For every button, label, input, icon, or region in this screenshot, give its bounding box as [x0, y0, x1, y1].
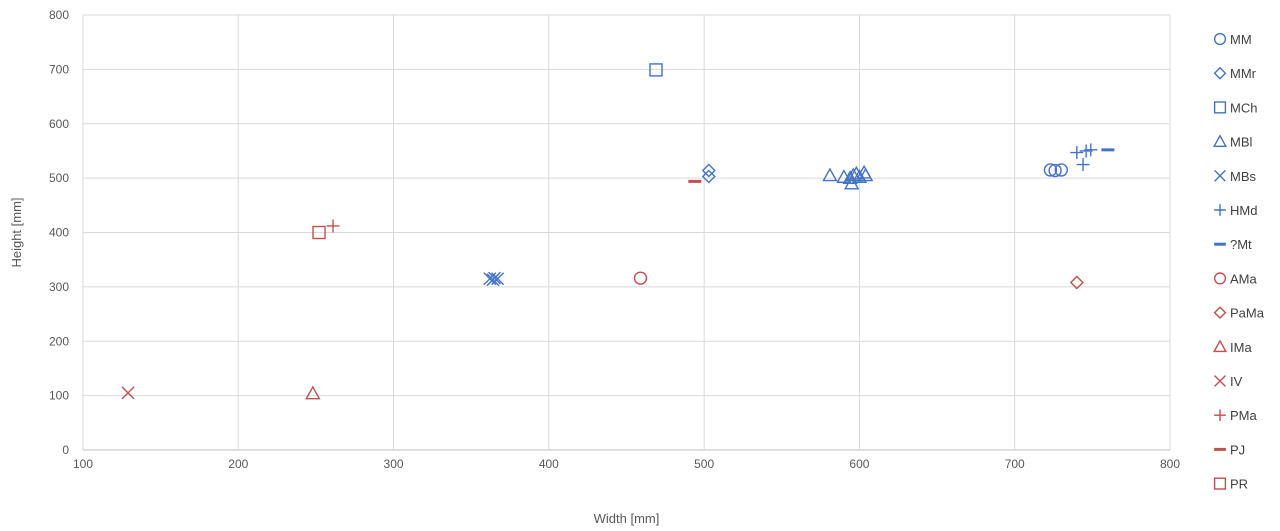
data-point [326, 219, 340, 233]
x-tick-label: 800 [1160, 457, 1180, 471]
x-tick-label: 700 [1005, 457, 1025, 471]
legend-label: PMa [1230, 408, 1258, 423]
data-point [1054, 163, 1069, 177]
y-tick-label: 100 [49, 389, 69, 403]
data-point [701, 169, 716, 184]
legend-label: MBl [1230, 135, 1253, 150]
legend-marker [1213, 306, 1227, 319]
data-point [1084, 143, 1098, 157]
data-point [491, 272, 505, 286]
legend-label: IMa [1230, 340, 1252, 355]
series-mm [1043, 163, 1069, 178]
legend-item: AMa [1213, 271, 1258, 286]
x-tick-label: 500 [694, 457, 714, 471]
series-pama [1069, 275, 1084, 290]
data-point [851, 169, 868, 183]
series-mbl [822, 164, 874, 190]
data-point [842, 170, 858, 185]
legend-marker [1213, 66, 1227, 80]
legend-marker [1213, 477, 1227, 490]
y-tick-label: 200 [49, 334, 69, 348]
data-point [305, 385, 321, 400]
legend-item: PR [1213, 477, 1248, 492]
legend-item: IV [1214, 374, 1243, 389]
legend-marker [1214, 409, 1226, 422]
series-mmr [701, 163, 716, 184]
legend-marker [1212, 339, 1228, 353]
data-point [1069, 275, 1084, 290]
y-axis-title: Height [mm] [9, 197, 24, 267]
data-point [1076, 158, 1090, 172]
legend-label: MMr [1230, 66, 1257, 81]
legend-item: PJ [1214, 442, 1245, 457]
legend-item: PMa [1214, 408, 1258, 423]
data-point [649, 63, 663, 77]
legend-item: ?Mt [1214, 237, 1252, 252]
legend-marker [1212, 134, 1228, 147]
data-point [1048, 163, 1062, 178]
legend-label: MCh [1230, 100, 1257, 115]
series-pma [326, 219, 340, 233]
x-tick-label: 600 [849, 457, 869, 471]
legend-label: PJ [1230, 442, 1245, 457]
legend-marker [1214, 169, 1226, 182]
legend-label: PR [1230, 477, 1248, 492]
legend-marker [1213, 272, 1227, 285]
x-tick-label: 400 [539, 457, 559, 471]
legend-item: MBs [1214, 169, 1257, 184]
legend-marker [1214, 375, 1226, 387]
legend-label: HMd [1230, 203, 1257, 218]
series-pr [312, 225, 326, 240]
grid [82, 14, 1171, 451]
legend-label: AMa [1230, 271, 1258, 286]
legend-item: MBl [1212, 134, 1253, 150]
x-axis-title: Width [mm] [594, 511, 660, 526]
y-tick-label: 500 [49, 171, 69, 185]
series-mch [649, 63, 663, 77]
data-point [121, 386, 135, 400]
legend-label: PaMa [1230, 306, 1265, 321]
x-axis: 100 200 300 400 500 600 700 800 [73, 457, 1180, 471]
legend: MM MMr MCh MBl MBs HMd ?Mt AMa PaMa IMa IV PMa PJ PR [1212, 32, 1265, 492]
legend-label: IV [1230, 374, 1243, 389]
x-tick-label: 100 [73, 457, 93, 471]
legend-item: MM [1213, 32, 1252, 47]
y-axis: 0 100 200 300 400 500 600 700 800 [49, 8, 69, 457]
data-points [121, 63, 1115, 400]
data-point [822, 167, 838, 182]
data-point [633, 271, 648, 285]
y-tick-label: 400 [49, 226, 69, 240]
legend-item: MMr [1213, 66, 1257, 81]
legend-label: MBs [1230, 169, 1257, 184]
series-iv [121, 386, 135, 400]
legend-marker [1213, 32, 1227, 46]
legend-marker [1214, 204, 1226, 216]
legend-marker [1213, 101, 1227, 114]
data-point [486, 273, 500, 287]
y-tick-label: 0 [62, 443, 69, 457]
data-point [701, 163, 716, 178]
y-tick-label: 800 [49, 8, 69, 22]
data-point [1070, 146, 1084, 160]
legend-item: PaMa [1213, 306, 1265, 321]
series-hmd [1070, 143, 1098, 172]
y-tick-label: 300 [49, 280, 69, 294]
data-point [857, 167, 874, 182]
data-point [1043, 163, 1058, 177]
x-tick-label: 200 [228, 457, 248, 471]
data-point [312, 225, 326, 240]
legend-item: IMa [1212, 339, 1252, 355]
legend-label: MM [1230, 32, 1252, 47]
series-ama [633, 271, 648, 285]
y-tick-label: 700 [49, 62, 69, 76]
legend-item: HMd [1214, 203, 1257, 218]
series-mbs [483, 271, 505, 287]
y-tick-label: 600 [49, 117, 69, 131]
x-tick-label: 300 [384, 457, 404, 471]
legend-label: ?Mt [1230, 237, 1252, 252]
legend-item: MCh [1213, 100, 1257, 115]
series-ima [305, 385, 321, 400]
